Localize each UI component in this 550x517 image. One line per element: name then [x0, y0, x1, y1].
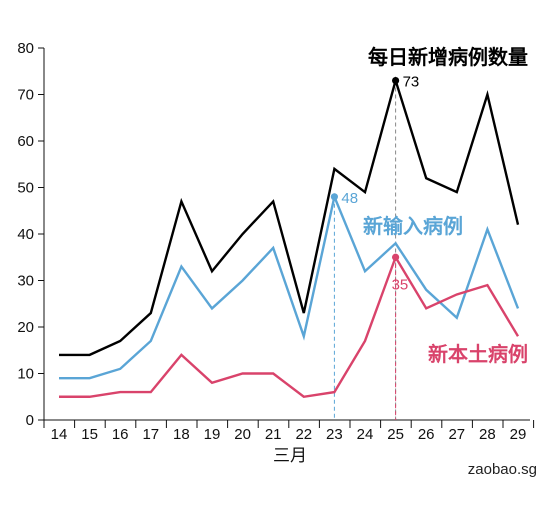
x-tick-label: 15 [81, 426, 98, 443]
y-tick-label: 20 [17, 319, 34, 336]
x-tick-label: 26 [418, 426, 435, 443]
y-axis: 0 10 20 30 40 50 60 70 80 [17, 40, 45, 429]
y-tick-label: 10 [17, 366, 34, 383]
annotation-label: 73 [403, 74, 420, 91]
y-tick-label: 80 [17, 40, 34, 57]
series-line-1 [59, 192, 520, 380]
y-tick-label: 70 [17, 87, 34, 104]
series-label-imported: 新输入病例 [363, 214, 463, 238]
y-tick-label: 0 [26, 412, 34, 429]
annotation-label: 48 [341, 190, 358, 207]
x-tick-label: 29 [510, 426, 527, 443]
x-tick-label: 19 [204, 426, 221, 443]
series-label-total: 每日新增病例数量 [368, 45, 528, 69]
x-tick-label: 24 [357, 426, 374, 443]
annotation-point [330, 193, 338, 201]
x-axis-title: 三月 [273, 446, 307, 466]
x-tick-label: 28 [479, 426, 496, 443]
x-tick-label: 17 [142, 426, 159, 443]
series-line-0 [59, 76, 520, 357]
y-tick-label: 30 [17, 273, 34, 290]
x-tick-label: 18 [173, 426, 190, 443]
series-line-2 [59, 254, 520, 399]
x-tick-label: 25 [387, 426, 404, 443]
x-tick-label: 14 [51, 426, 68, 443]
x-tick-label: 21 [265, 426, 282, 443]
x-tick-label: 27 [448, 426, 465, 443]
y-tick-label: 60 [17, 133, 34, 150]
annotation-point [392, 253, 400, 261]
x-tick-label: 23 [326, 426, 343, 443]
x-tick-label: 22 [295, 426, 312, 443]
x-tick-label: 16 [112, 426, 129, 443]
annotation-label: 35 [392, 276, 409, 293]
annotation-point [392, 76, 400, 85]
y-tick-label: 40 [17, 226, 34, 243]
x-tick-label: 20 [234, 426, 251, 443]
credit-text: zaobao.sg [468, 461, 537, 478]
y-tick-label: 50 [17, 180, 34, 197]
x-axis: 14 15 16 17 18 19 20 21 22 23 24 25 26 27 28 29 三月 [43, 419, 535, 466]
series-label-local: 新本土病例 [428, 342, 528, 366]
